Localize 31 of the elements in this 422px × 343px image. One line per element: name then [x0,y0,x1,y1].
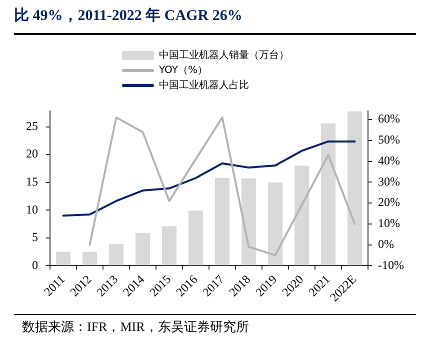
y-tick-label: 25 [26,118,38,133]
y2-tick-label: 0% [378,236,394,251]
bar [320,123,336,266]
y-tick-label: 5 [32,230,38,244]
y-tick-label: 20 [26,146,38,161]
bar [294,166,310,266]
y2-tick-label: 40% [378,153,400,168]
bar [188,210,204,266]
bar [135,232,150,266]
y-tick-label: 15 [26,174,38,188]
bar [108,244,124,266]
bar [268,182,283,266]
y-tick-label: 0 [32,258,38,272]
y2-tick-label: 50% [378,132,400,147]
bar [214,178,230,266]
bar [347,111,362,266]
bar [82,252,98,266]
y2-tick-label: 60% [378,112,400,126]
y2-tick-label: 30% [378,174,400,188]
chart-title: 比 49%，2011-2022 年 CAGR 26% [14,6,242,25]
y2-tick-label: 10% [378,216,400,230]
legend-label: 中国工业机器人占比 [159,78,249,93]
y2-tick-label: -10% [378,258,404,272]
bar [241,178,256,266]
bar [162,226,177,266]
bar [56,252,71,266]
y-tick-label: 10 [26,202,38,216]
legend-label: 中国工业机器人销量（万台） [159,48,289,63]
legend-label: YOY（%） [159,64,208,78]
source-note: 数据来源：IFR，MIR，东吴证券研究所 [22,318,249,336]
y2-tick-label: 20% [378,195,400,210]
